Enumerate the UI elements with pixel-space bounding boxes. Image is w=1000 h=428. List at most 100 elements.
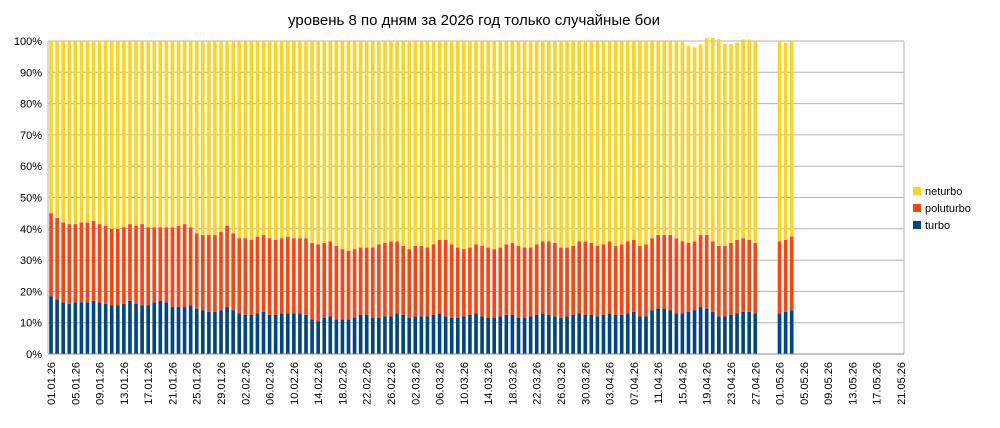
bar-neturbo [377, 41, 381, 245]
bar-poluturbo [407, 249, 412, 318]
bar-poluturbo [656, 235, 660, 309]
bar-neturbo [395, 41, 399, 242]
bar-poluturbo [182, 224, 187, 308]
bar-poluturbo [522, 247, 527, 319]
bar-turbo [61, 302, 65, 354]
x-tick-label: 17.01.26 [143, 362, 155, 405]
bar-turbo [698, 307, 703, 354]
bar-turbo [152, 302, 157, 354]
bar-neturbo [680, 41, 685, 242]
x-tick-label: 03.04.26 [605, 362, 617, 405]
bar-neturbo [364, 41, 369, 248]
y-tick-label: 40% [20, 224, 42, 236]
bar-turbo [225, 307, 229, 354]
x-tick-label: 18.02.26 [337, 362, 349, 405]
bar-neturbo [498, 41, 503, 248]
bar-poluturbo [273, 239, 278, 315]
bar-neturbo [717, 39, 721, 247]
bar-poluturbo [85, 222, 90, 303]
bar-neturbo [285, 41, 290, 237]
bar-poluturbo [146, 227, 150, 306]
bar-neturbo [510, 41, 515, 243]
bar-poluturbo [261, 235, 266, 312]
x-tick-label: 26.02.26 [386, 362, 398, 405]
bar-neturbo [437, 41, 442, 240]
bar-neturbo [334, 41, 339, 247]
bar-poluturbo [474, 244, 478, 314]
bar-neturbo [704, 37, 709, 236]
bar-poluturbo [437, 239, 442, 314]
bar-poluturbo [504, 244, 509, 315]
bar-neturbo [243, 41, 248, 239]
chart-title: уровень 8 по дням за 2026 год только слу… [288, 12, 660, 29]
bar-poluturbo [97, 224, 102, 303]
bar-neturbo [170, 41, 175, 228]
bar-poluturbo [595, 246, 600, 317]
bar-poluturbo [704, 235, 709, 309]
x-tick-label: 17.05.26 [872, 362, 884, 405]
bar-turbo [370, 318, 375, 354]
x-tick-label: 25.01.26 [192, 362, 204, 405]
bar-poluturbo [164, 227, 169, 303]
bar-poluturbo [237, 238, 242, 314]
bar-poluturbo [152, 227, 157, 303]
bar-neturbo [273, 41, 278, 240]
bar-poluturbo [122, 227, 126, 304]
bar-neturbo [267, 41, 272, 239]
bar-turbo [91, 300, 96, 354]
bar-turbo [316, 321, 320, 354]
bar-neturbo [425, 41, 430, 248]
bar-neturbo [164, 41, 169, 228]
bar-poluturbo [322, 242, 327, 318]
bar-neturbo [553, 41, 557, 243]
bar-neturbo [389, 41, 393, 242]
bar-neturbo [55, 41, 59, 218]
bar-neturbo [279, 41, 284, 239]
bar-turbo [437, 313, 442, 354]
bar-poluturbo [340, 249, 345, 320]
bar-turbo [710, 311, 715, 354]
bar-turbo [723, 316, 727, 354]
bar-neturbo [213, 41, 217, 236]
bar-poluturbo [255, 236, 260, 314]
bar-neturbo [231, 41, 235, 234]
bar-neturbo [455, 41, 460, 248]
bar-neturbo [632, 41, 636, 240]
bar-neturbo [316, 41, 320, 245]
bar-poluturbo [632, 239, 636, 312]
bar-poluturbo [188, 227, 193, 306]
bar-neturbo [650, 41, 654, 239]
bar-turbo [753, 313, 758, 354]
bar-poluturbo [583, 241, 588, 315]
y-tick-label: 20% [20, 286, 42, 298]
bar-neturbo [589, 41, 594, 243]
x-tick-label: 13.05.26 [847, 362, 859, 405]
bar-neturbo [789, 41, 794, 237]
bar-poluturbo [425, 247, 430, 317]
bar-turbo [140, 305, 144, 354]
bar-turbo [704, 308, 709, 354]
bar-neturbo [522, 41, 527, 248]
bar-turbo [656, 308, 660, 354]
bar-neturbo [304, 41, 308, 239]
bar-turbo [298, 313, 302, 354]
bar-poluturbo [625, 241, 630, 314]
bar-poluturbo [377, 244, 381, 319]
bar-neturbo [182, 41, 187, 225]
bar-turbo [553, 316, 557, 354]
y-tick-label: 10% [20, 318, 42, 330]
bar-turbo [194, 308, 199, 354]
bar-neturbo [480, 41, 484, 247]
bar-poluturbo [310, 242, 314, 320]
bar-neturbo [783, 42, 788, 240]
bar-neturbo [122, 41, 126, 228]
bar-poluturbo [243, 238, 248, 315]
y-tick-label: 70% [20, 130, 42, 142]
bar-poluturbo [207, 235, 211, 312]
x-tick-label: 09.05.26 [823, 362, 835, 405]
bar-turbo [741, 311, 745, 354]
bar-turbo [583, 314, 588, 355]
bar-neturbo [255, 41, 260, 237]
x-tick-label: 09.01.26 [95, 362, 107, 405]
bar-turbo [425, 316, 430, 354]
